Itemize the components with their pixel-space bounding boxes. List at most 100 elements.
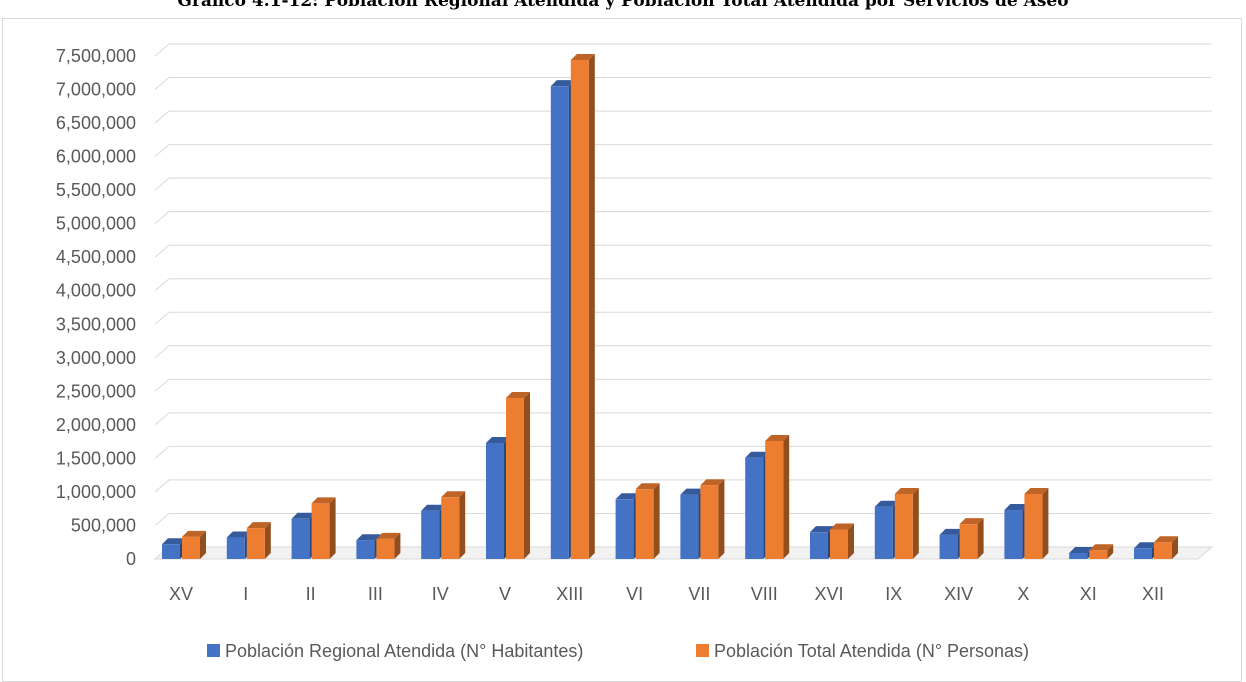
bar-side-face — [977, 518, 984, 559]
bar-top-face — [311, 497, 336, 504]
y-tick-label: 500,000 — [71, 515, 136, 535]
bar-front-face — [830, 529, 848, 559]
bar-top-face — [550, 80, 575, 87]
y-tick-label: 7,000,000 — [56, 80, 136, 100]
bar-top-face — [570, 54, 595, 61]
bar-top-face — [441, 491, 466, 498]
bar-side-face — [1107, 544, 1114, 559]
gridline-depth — [154, 43, 170, 57]
bar — [700, 479, 725, 559]
bar-top-face — [226, 531, 251, 538]
bar-side-face — [459, 491, 466, 559]
y-tick-label: 4,000,000 — [56, 281, 136, 301]
legend-swatch — [207, 644, 220, 657]
bar-side-face — [783, 434, 790, 559]
bar-front-face — [506, 398, 524, 559]
y-tick-label: 5,500,000 — [56, 180, 136, 200]
legend-label: Población Regional Atendida (N° Habitant… — [225, 641, 583, 661]
bar-top-face — [1004, 504, 1029, 511]
bar-top-face — [894, 487, 919, 494]
legend-swatch — [696, 644, 709, 657]
x-tick-label: IX — [885, 584, 902, 604]
bar-front-face — [874, 506, 893, 559]
bar-top-face — [291, 512, 316, 519]
gridline-depth — [154, 244, 170, 258]
bar-side-face — [1172, 536, 1178, 559]
bar-front-face — [162, 544, 180, 559]
bar-side-face — [524, 392, 530, 559]
bar — [635, 483, 660, 559]
bar-top-face — [162, 538, 186, 545]
bar-front-face — [745, 457, 764, 559]
gridline-depth — [154, 345, 170, 359]
bar — [959, 518, 984, 559]
bar — [1024, 487, 1049, 559]
bar-front-face — [376, 538, 395, 559]
gridline-depth — [154, 479, 170, 493]
bar-side-face — [394, 532, 401, 559]
bar-top-face — [182, 530, 206, 537]
bar-top-face — [745, 451, 770, 458]
bar-front-face — [810, 532, 828, 559]
bar-front-face — [246, 528, 265, 559]
bar-top-face — [615, 493, 640, 500]
bar — [570, 54, 595, 560]
x-tick-label: III — [368, 584, 383, 604]
gridline-depth — [154, 311, 170, 325]
gridline-depth — [154, 378, 170, 392]
bar-top-face — [874, 500, 899, 507]
bar-side-face — [588, 54, 595, 560]
bar-front-face — [700, 485, 719, 559]
gridline-depth — [154, 77, 170, 90]
chart-title: Gráfico 4.1-12: Población Regional Atend… — [177, 0, 1069, 11]
bar-top-face — [959, 518, 984, 525]
bar-front-face — [1024, 493, 1043, 559]
x-tick-label: XI — [1080, 584, 1097, 604]
x-tick-label: XII — [1142, 584, 1164, 604]
y-tick-label: 5,000,000 — [56, 214, 136, 234]
bar-side-face — [912, 487, 919, 559]
bar-front-face — [894, 493, 913, 559]
legend-label: Población Total Atendida (N° Personas) — [714, 641, 1029, 661]
y-tick-label: 3,000,000 — [56, 348, 136, 368]
x-tick-label: IV — [432, 584, 449, 604]
bar-front-face — [570, 60, 589, 560]
bar-front-face — [765, 440, 784, 559]
bar-front-face — [486, 442, 504, 559]
bar-top-face — [421, 504, 446, 511]
bar-front-face — [615, 499, 634, 559]
bar-front-face — [1154, 542, 1172, 559]
y-tick-label: 2,500,000 — [56, 381, 136, 401]
gridline-depth — [154, 110, 170, 124]
bar-top-face — [700, 479, 725, 486]
bar-top-face — [810, 526, 834, 533]
bar-top-face — [1069, 546, 1094, 553]
gridline-depth — [154, 446, 170, 459]
y-tick-label: 7,500,000 — [56, 46, 136, 66]
bar-front-face — [939, 534, 958, 559]
gridline-depth — [154, 144, 170, 157]
bar — [1089, 544, 1114, 559]
y-tick-label: 1,500,000 — [56, 448, 136, 468]
bar-top-face — [376, 532, 401, 539]
bar-front-face — [311, 503, 330, 559]
bar-front-face — [680, 494, 699, 559]
bar-side-face — [329, 497, 336, 559]
bar-top-face — [1089, 544, 1114, 551]
bar-side-face — [1042, 487, 1049, 559]
bar — [894, 487, 919, 559]
x-tick-label: I — [243, 584, 248, 604]
x-tick-label: V — [499, 584, 511, 604]
x-tick-label: X — [1017, 584, 1029, 604]
bar — [246, 522, 271, 559]
bar — [311, 497, 336, 559]
x-tick-label: XIII — [556, 584, 583, 604]
y-tick-label: 4,500,000 — [56, 247, 136, 267]
y-tick-label: 6,500,000 — [56, 113, 136, 133]
x-tick-label: VI — [626, 584, 643, 604]
bar-top-face — [356, 534, 381, 541]
x-tick-label: II — [306, 584, 316, 604]
bar-front-face — [226, 537, 245, 559]
bar-front-face — [1069, 552, 1088, 559]
bar-top-face — [765, 434, 790, 441]
